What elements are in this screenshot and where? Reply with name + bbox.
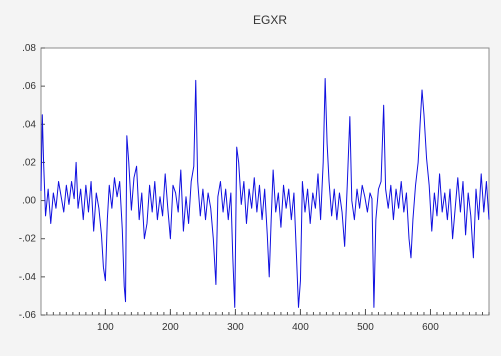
x-tick-label: 500 xyxy=(357,322,374,333)
y-tick-label: .02 xyxy=(22,157,36,168)
x-tick-label: 200 xyxy=(162,322,179,333)
x-tick-label: 100 xyxy=(97,322,114,333)
y-tick-label: .04 xyxy=(22,119,36,130)
axes: .08 .06 .04 .02 .00 -.02 -.04 -.06 100 200 300 400 5… xyxy=(19,43,490,333)
y-tick-label: .08 xyxy=(22,43,36,54)
y-tick-label: -.04 xyxy=(19,272,37,283)
x-tick-label: 600 xyxy=(422,322,439,333)
y-tick-label: -.06 xyxy=(19,310,37,321)
y-tick-label: .00 xyxy=(22,196,36,207)
series-layer xyxy=(40,78,490,308)
y-tick-label: -.02 xyxy=(19,234,37,245)
plot-area xyxy=(40,47,490,316)
x-tick-label: 300 xyxy=(227,322,244,333)
chart-title: EGXR xyxy=(253,13,287,27)
y-tick-label: .06 xyxy=(22,81,36,92)
series-line xyxy=(40,78,490,308)
x-tick-label: 400 xyxy=(292,322,309,333)
